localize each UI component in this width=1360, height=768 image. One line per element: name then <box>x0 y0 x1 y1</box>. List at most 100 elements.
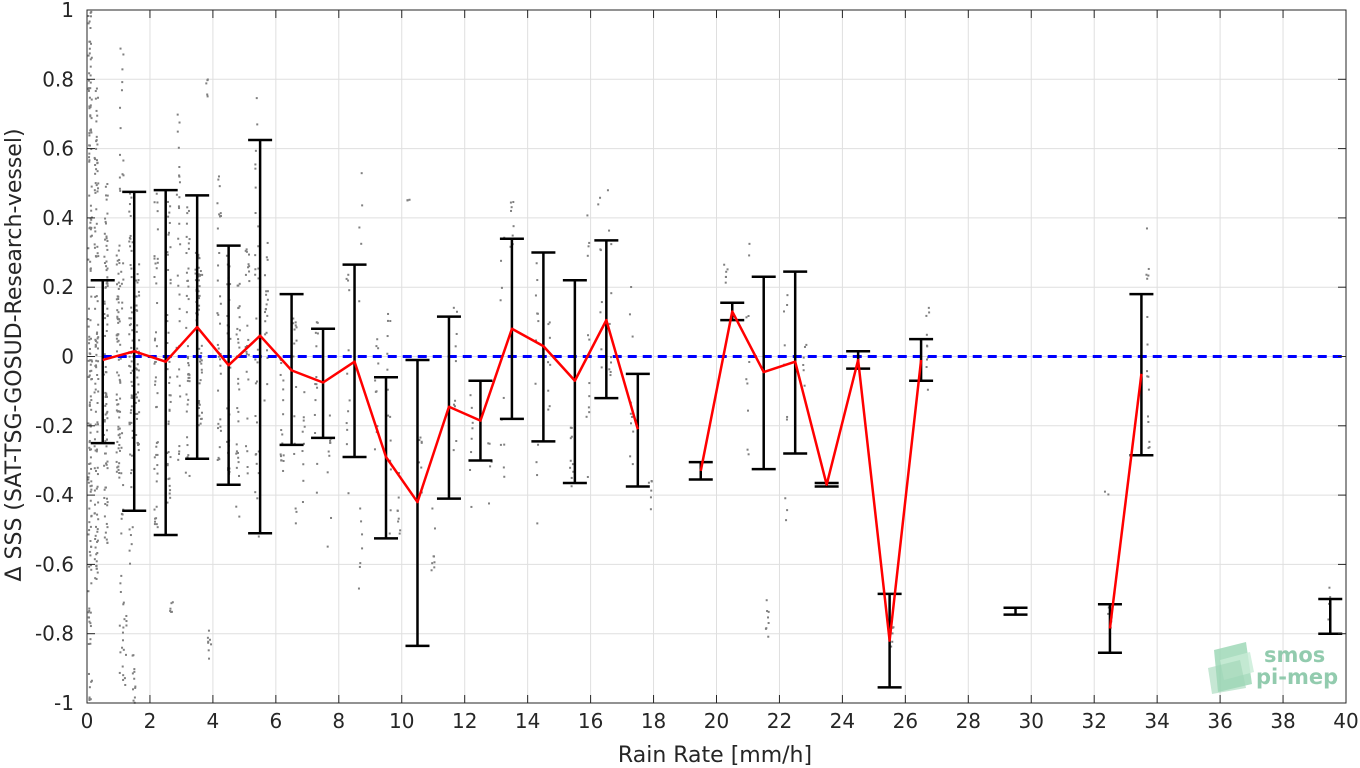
scatter-point <box>206 79 209 82</box>
logo-text-pi-mep: pi-mep <box>1256 665 1338 689</box>
scatter-point <box>88 96 91 99</box>
scatter-point <box>345 443 348 446</box>
scatter-point <box>95 564 98 567</box>
scatter-point <box>1148 440 1151 443</box>
scatter-point <box>179 243 182 246</box>
scatter-point <box>103 255 106 258</box>
scatter-point <box>177 146 180 149</box>
scatter-point <box>96 528 99 531</box>
scatter-point <box>535 461 538 464</box>
scatter-point <box>89 525 92 528</box>
scatter-point <box>197 308 200 311</box>
mean-line-segment <box>102 318 640 504</box>
scatter-point <box>470 505 473 508</box>
scatter-point <box>197 407 200 410</box>
scatter-point <box>246 450 249 453</box>
scatter-point <box>131 384 134 387</box>
scatter-point <box>374 379 377 382</box>
scatter-point <box>94 172 97 175</box>
scatter-point <box>105 438 108 441</box>
scatter-point <box>244 249 247 252</box>
scatter-point <box>119 285 122 288</box>
scatter-point <box>117 358 120 361</box>
scatter-point <box>131 369 134 372</box>
scatter-point <box>256 497 259 500</box>
scatter-point <box>156 201 159 204</box>
scatter-point <box>120 574 123 577</box>
scatter-point <box>121 68 124 71</box>
scatter-point <box>748 242 751 245</box>
scatter-point <box>88 52 91 55</box>
x-tick-label: 22 <box>767 709 792 733</box>
scatter-point <box>129 234 132 237</box>
scatter-point <box>105 412 108 415</box>
scatter-point <box>535 339 538 342</box>
scatter-point <box>178 175 181 178</box>
scatter-point <box>93 156 96 159</box>
scatter-point <box>238 282 241 285</box>
scatter-point <box>88 160 91 163</box>
scatter-point <box>95 109 98 112</box>
scatter-point <box>631 463 634 466</box>
scatter-point <box>122 174 125 177</box>
scatter-point <box>118 449 121 452</box>
scatter-point <box>97 187 100 190</box>
scatter-point <box>121 301 124 304</box>
scatter-point <box>120 472 123 475</box>
scatter-point <box>597 203 600 206</box>
scatter-point <box>129 453 132 456</box>
scatter-point <box>245 370 248 373</box>
scatter-point <box>118 427 121 430</box>
scatter-point <box>103 302 106 305</box>
y-axis-label: Δ SSS (SAT-TSG-GOSUD-Research-vessel) <box>2 128 27 581</box>
scatter-point <box>129 371 132 374</box>
scatter-point <box>386 368 389 371</box>
scatter-point <box>94 164 97 167</box>
scatter-point <box>315 491 318 494</box>
scatter-point <box>266 349 269 352</box>
scatter-point <box>168 484 171 487</box>
scatter-point <box>175 193 178 196</box>
scatter-point <box>200 344 203 347</box>
scatter-point <box>156 261 159 264</box>
scatter-point <box>279 373 282 376</box>
scatter-point <box>153 523 156 526</box>
scatter-point <box>105 371 108 374</box>
scatter-point <box>373 448 376 451</box>
scatter-point <box>156 228 159 231</box>
scatter-point <box>134 685 137 688</box>
scatter-point <box>217 422 220 425</box>
scatter-point <box>179 395 182 398</box>
scatter-point <box>96 245 99 248</box>
scatter-point <box>89 485 92 488</box>
scatter-point <box>245 248 248 251</box>
y-tick-label: 0 <box>61 345 74 369</box>
scatter-point <box>1147 420 1150 423</box>
scatter-point <box>257 535 260 538</box>
scatter-point <box>128 333 131 336</box>
scatter-point <box>105 329 108 332</box>
scatter-point <box>105 394 108 397</box>
scatter-point <box>316 386 319 389</box>
scatter-point <box>803 345 806 348</box>
scatter-point <box>266 314 269 317</box>
scatter-point <box>420 466 423 469</box>
scatter-point <box>197 295 200 298</box>
scatter-point <box>316 321 319 324</box>
scatter-point <box>302 463 305 466</box>
scatter-point <box>89 456 92 459</box>
scatter-point <box>470 451 473 454</box>
scatter-point <box>135 396 138 399</box>
scatter-point <box>397 520 400 523</box>
scatter-point <box>95 120 98 123</box>
scatter-point <box>119 343 122 346</box>
scatter-point <box>104 365 107 368</box>
scatter-point <box>105 269 108 272</box>
scatter-point <box>89 395 92 398</box>
scatter-point <box>764 627 767 630</box>
scatter-point <box>470 437 473 440</box>
scatter-point <box>154 383 157 386</box>
scatter-point <box>186 345 189 348</box>
scatter-point <box>87 87 90 90</box>
scatter-point <box>94 343 97 346</box>
